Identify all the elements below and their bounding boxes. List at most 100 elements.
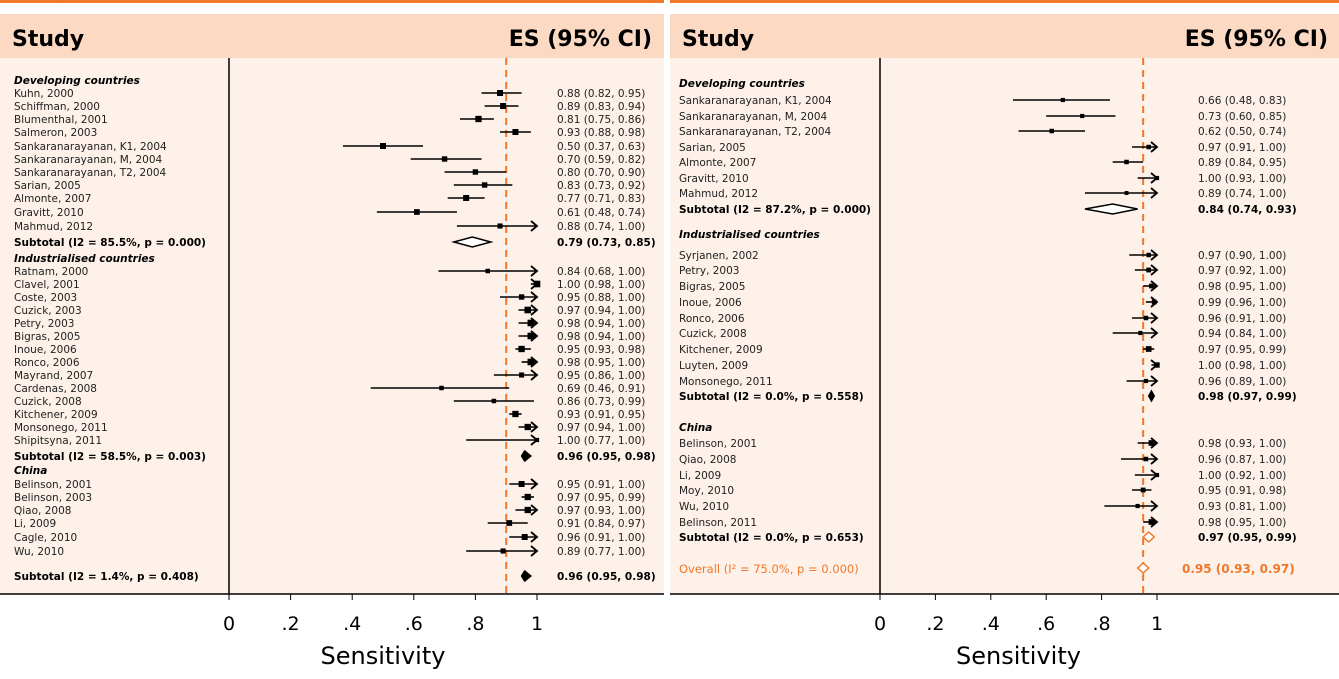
x-tick-label: .4 (343, 613, 361, 635)
study-weight-box (1049, 128, 1054, 134)
study-weight-box (527, 332, 535, 340)
subtotal-diamond (520, 569, 533, 583)
study-weight-box (524, 506, 531, 514)
study-estimate-text: 0.93 (0.81, 1.00) (1198, 501, 1286, 513)
study-estimate-text: 0.98 (0.95, 1.00) (1198, 281, 1286, 293)
overall-label: Overall (I² = 75.0%, p = 0.000) (679, 562, 859, 576)
study-label: Kitchener, 2009 (14, 409, 98, 421)
study-estimate-text: 0.91 (0.84, 0.97) (557, 518, 645, 530)
study-weight-box (524, 423, 531, 431)
ci-arrow-icon (530, 478, 539, 490)
forest-plot-right-svg: Study ES (95% CI) 0 .2 .4 .6 .8 1 Sensitivity Dev… (670, 0, 1339, 670)
ci-arrow-icon (1150, 453, 1159, 465)
study-estimate-text: 1.00 (0.77, 1.00) (557, 435, 645, 447)
study-label: Sankaranarayanan, M, 2004 (14, 154, 163, 166)
study-label: Qiao, 2008 (14, 505, 71, 517)
group-heading: China (679, 422, 712, 434)
study-weight-box (1146, 267, 1152, 273)
study-weight-box (1140, 487, 1146, 493)
group-heading: China (14, 465, 47, 477)
x-tick-label: .6 (405, 613, 423, 635)
x-tick-label: 0 (874, 613, 886, 635)
study-estimate-text: 0.89 (0.84, 0.95) (1198, 157, 1286, 169)
study-weight-box (472, 169, 479, 175)
study-estimate-text: 0.97 (0.91, 1.00) (1198, 142, 1286, 154)
study-estimate-text: 0.80 (0.70, 0.90) (557, 167, 645, 179)
forest-plot-right: Study ES (95% CI) 0 .2 .4 .6 .8 1 Sensitivity Dev… (670, 0, 1339, 675)
study-estimate-text: 1.00 (0.93, 1.00) (1198, 173, 1286, 185)
study-estimate-text: 0.95 (0.93, 0.98) (557, 344, 645, 356)
header-band (0, 14, 664, 58)
ci-arrow-icon (1150, 187, 1159, 199)
study-label: Sankaranarayanan, K1, 2004 (679, 95, 832, 107)
study-label: Cuzick, 2008 (679, 328, 747, 340)
study-label: Mayrand, 2007 (14, 370, 93, 382)
study-weight-box (533, 280, 541, 288)
study-label: Inoue, 2006 (679, 297, 742, 309)
study-label: Almonte, 2007 (679, 157, 756, 169)
study-weight-box (1143, 456, 1149, 462)
study-estimate-text: 0.96 (0.87, 1.00) (1198, 454, 1286, 466)
study-label: Inoue, 2006 (14, 344, 77, 356)
study-weight-box (500, 548, 506, 554)
top-accent-bar (0, 0, 664, 3)
ci-arrow-icon (1150, 280, 1159, 292)
study-label: Moy, 2010 (679, 485, 734, 497)
study-label: Ronco, 2006 (679, 313, 745, 325)
study-estimate-text: 0.93 (0.88, 0.98) (557, 127, 645, 139)
study-label: Salmeron, 2003 (14, 127, 97, 139)
ci-arrow-icon (1150, 516, 1159, 528)
study-weight-box (1124, 191, 1129, 195)
ci-arrow-icon (530, 545, 539, 557)
study-estimate-text: 0.89 (0.74, 1.00) (1198, 188, 1286, 200)
overall-diamond (1136, 561, 1150, 575)
study-weight-box (463, 195, 470, 201)
study-weight-box (1060, 97, 1065, 103)
study-weight-box (439, 385, 444, 391)
subtotal-estimate-text: 0.84 (0.74, 0.93) (1198, 204, 1297, 216)
x-tick-label: .8 (466, 613, 484, 635)
study-weight-box (1154, 362, 1160, 368)
study-label: Belinson, 2011 (679, 517, 757, 529)
study-weight-box (1151, 299, 1157, 305)
study-estimate-text: 0.97 (0.95, 0.99) (1198, 344, 1286, 356)
group-heading: Developing countries (14, 75, 140, 87)
x-tick-label: 1 (531, 613, 543, 635)
study-weight-box (441, 156, 448, 162)
study-weight-box (1138, 330, 1143, 336)
ci-arrow-icon (1150, 437, 1159, 449)
study-weight-box (1135, 503, 1140, 509)
study-estimate-text: 0.84 (0.68, 1.00) (557, 266, 645, 278)
study-label: Li, 2009 (14, 518, 56, 530)
study-label: Wu, 2010 (14, 546, 64, 558)
group-heading: Industrialised countries (14, 253, 155, 265)
study-estimate-text: 0.73 (0.60, 0.85) (1198, 111, 1286, 123)
study-weight-box (481, 182, 488, 188)
study-weight-box (491, 398, 497, 404)
subtotal-estimate-text: 0.97 (0.95, 0.99) (1198, 532, 1297, 544)
ci-arrow-icon (530, 369, 539, 381)
study-estimate-text: 0.88 (0.74, 1.00) (557, 221, 645, 233)
study-label: Bigras, 2005 (679, 281, 745, 293)
study-estimate-text: 0.95 (0.91, 0.98) (1198, 485, 1286, 497)
study-estimate-text: 1.00 (0.98, 1.00) (557, 279, 645, 291)
study-weight-box (512, 129, 519, 135)
x-tick-label: .2 (926, 613, 944, 635)
study-label: Schiffman, 2000 (14, 101, 100, 113)
study-weight-box (1143, 315, 1149, 321)
study-estimate-text: 0.96 (0.91, 1.00) (557, 532, 645, 544)
group-heading: Developing countries (679, 78, 805, 90)
study-weight-box (524, 306, 532, 314)
study-estimate-text: 0.66 (0.48, 0.83) (1198, 95, 1286, 107)
x-tick-label: .8 (1093, 613, 1111, 635)
study-label: Cagle, 2010 (14, 532, 77, 544)
plot-band (670, 58, 1339, 594)
subtotal-diamond (450, 236, 494, 248)
study-estimate-text: 0.97 (0.94, 1.00) (557, 422, 645, 434)
study-estimate-text: 0.97 (0.93, 1.00) (557, 505, 645, 517)
study-label: Li, 2009 (679, 470, 721, 482)
study-weight-box (1154, 175, 1160, 181)
subtotal-label: Subtotal (I2 = 0.0%, p = 0.653) (679, 532, 864, 544)
x-axis-label: Sensitivity (321, 642, 446, 670)
subtotal-diamond (1147, 389, 1156, 403)
